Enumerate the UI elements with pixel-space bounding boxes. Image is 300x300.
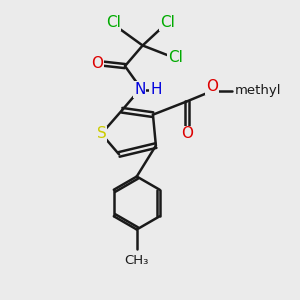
Text: O: O <box>206 79 218 94</box>
Text: CH₃: CH₃ <box>124 254 149 267</box>
Text: H: H <box>150 82 162 97</box>
Text: O: O <box>181 126 193 141</box>
Text: Cl: Cl <box>160 15 175 30</box>
Text: S: S <box>97 126 106 141</box>
Text: Cl: Cl <box>168 50 183 65</box>
Text: O: O <box>91 56 103 70</box>
Text: Cl: Cl <box>106 15 121 30</box>
Text: N: N <box>134 82 146 97</box>
Text: methyl: methyl <box>235 84 281 97</box>
